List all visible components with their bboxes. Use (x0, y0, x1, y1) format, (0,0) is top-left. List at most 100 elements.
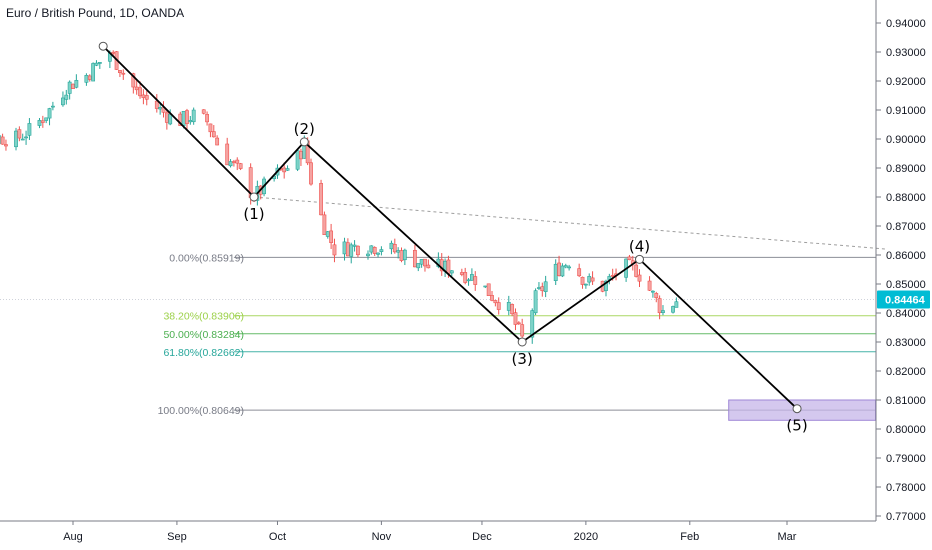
candle-body-30 (84, 75, 89, 83)
candle-body-126 (533, 290, 538, 314)
candle-body-130 (553, 263, 558, 281)
y-tick-label-9: 0.85000 (886, 279, 926, 291)
candle-body-25 (61, 97, 65, 106)
y-tick-label-4: 0.90000 (886, 134, 926, 146)
candle-body-29 (74, 80, 79, 88)
candle-body-63 (235, 159, 240, 164)
candle-body-137 (583, 283, 588, 286)
candle-body-102 (419, 259, 424, 265)
candle-body-81 (322, 214, 327, 235)
candle-body-146 (627, 256, 632, 261)
y-tick-label-13: 0.81000 (886, 395, 926, 407)
candle-body-116 (486, 283, 491, 296)
candle-body-117 (490, 295, 494, 301)
candle-body-154 (661, 310, 665, 313)
candle-body-73 (282, 167, 287, 173)
candle-body-53 (188, 120, 193, 123)
candle-body-85 (342, 241, 347, 255)
candle-body-103 (423, 258, 427, 267)
fib-label-2: 50.00%(0.83284) (163, 329, 244, 341)
candle-body-52 (185, 110, 189, 124)
candle-body-44 (144, 95, 149, 100)
candle-body-138 (587, 276, 592, 283)
candle-body-98 (399, 250, 404, 261)
candle-body-38 (118, 70, 122, 73)
candle-body-96 (392, 244, 397, 253)
fib-label-4: 100.00%(0.80649) (158, 405, 244, 417)
candle-body-123 (516, 322, 521, 325)
candle-body-86 (345, 242, 350, 257)
candle-body-97 (396, 250, 401, 253)
elliott-wave-line[interactable] (102, 45, 798, 410)
candle-body-155 (671, 306, 675, 313)
candle-body-148 (634, 264, 639, 277)
candle-body-122 (513, 312, 518, 325)
candle-body-48 (164, 112, 169, 123)
candle-body-152 (654, 293, 659, 299)
candle-body-42 (138, 87, 142, 97)
wave-point-2[interactable] (299, 137, 309, 147)
candle-body-59 (215, 137, 220, 146)
candle-body-91 (369, 245, 374, 253)
candle-body-110 (459, 272, 464, 275)
candle-body-24 (50, 105, 55, 108)
candle-body-15 (14, 130, 18, 148)
candle-body-151 (651, 290, 655, 293)
candle-body-88 (352, 244, 357, 247)
candle-body-18 (24, 136, 28, 139)
candle-body-89 (356, 245, 360, 256)
candle-body-112 (466, 279, 471, 282)
candle-body-84 (332, 244, 337, 256)
wave-point-3[interactable] (517, 337, 527, 347)
candle-body-58 (211, 131, 216, 138)
candle-body-19 (27, 123, 32, 136)
wave-point-4[interactable] (635, 254, 645, 264)
elliott-wave-layer[interactable]: (1) (2) (3) (4) (5) (98, 41, 808, 435)
horizontal-lines-layer: 0.00%(0.85919) 38.20%(0.83906) 50.00%(0.83… (0, 196, 888, 417)
candle-body-156 (674, 301, 679, 308)
x-tick-label-1: Sep (167, 531, 187, 543)
y-tick-label-5: 0.89000 (886, 163, 926, 175)
y-tick-label-0: 0.94000 (886, 18, 926, 30)
x-tick-label-7: Mar (778, 531, 797, 543)
wave-point-1[interactable] (249, 192, 259, 202)
candle-body-108 (446, 259, 451, 274)
candle-body-139 (590, 277, 595, 282)
candle-body-133 (563, 265, 568, 268)
price-tag[interactable] (877, 290, 930, 309)
candle-body-17 (20, 138, 25, 141)
candle-body-55 (201, 109, 206, 114)
candle-body-64 (238, 163, 243, 169)
x-tick-label-4: Dec (472, 531, 492, 543)
x-tick-label-0: Aug (63, 531, 83, 543)
y-tick-label-6: 0.88000 (886, 192, 926, 204)
candle-body-57 (208, 123, 213, 133)
x-tick-label-3: Nov (372, 531, 392, 543)
wave-point-0[interactable] (98, 41, 108, 51)
candle-body-62 (232, 161, 236, 163)
candle-body-20 (37, 120, 42, 126)
y-tick-label-8: 0.86000 (886, 250, 926, 262)
wave-label-3: (3) (512, 350, 533, 368)
candle-body-119 (496, 302, 501, 310)
candle-body-43 (141, 94, 146, 98)
wave-point-5[interactable] (792, 404, 802, 414)
chart-title: Euro / British Pound, 1D, OANDA (6, 6, 185, 20)
candle-body-127 (537, 287, 541, 289)
candle-body-60 (225, 143, 230, 166)
candle-body-51 (181, 110, 186, 126)
candle-body-93 (376, 252, 380, 255)
y-tick-label-14: 0.80000 (886, 424, 926, 436)
candle-body-46 (158, 107, 163, 110)
candle-body-87 (349, 244, 354, 257)
candle-body-109 (449, 270, 454, 274)
candle-body-111 (463, 272, 468, 283)
candle-body-92 (372, 247, 377, 254)
wave-label-2: (2) (294, 120, 315, 138)
y-tick-label-1: 0.93000 (886, 47, 926, 59)
candle-body-118 (493, 300, 498, 304)
x-tick-label-2: Oct (269, 531, 286, 543)
candle-body-27 (67, 81, 72, 94)
